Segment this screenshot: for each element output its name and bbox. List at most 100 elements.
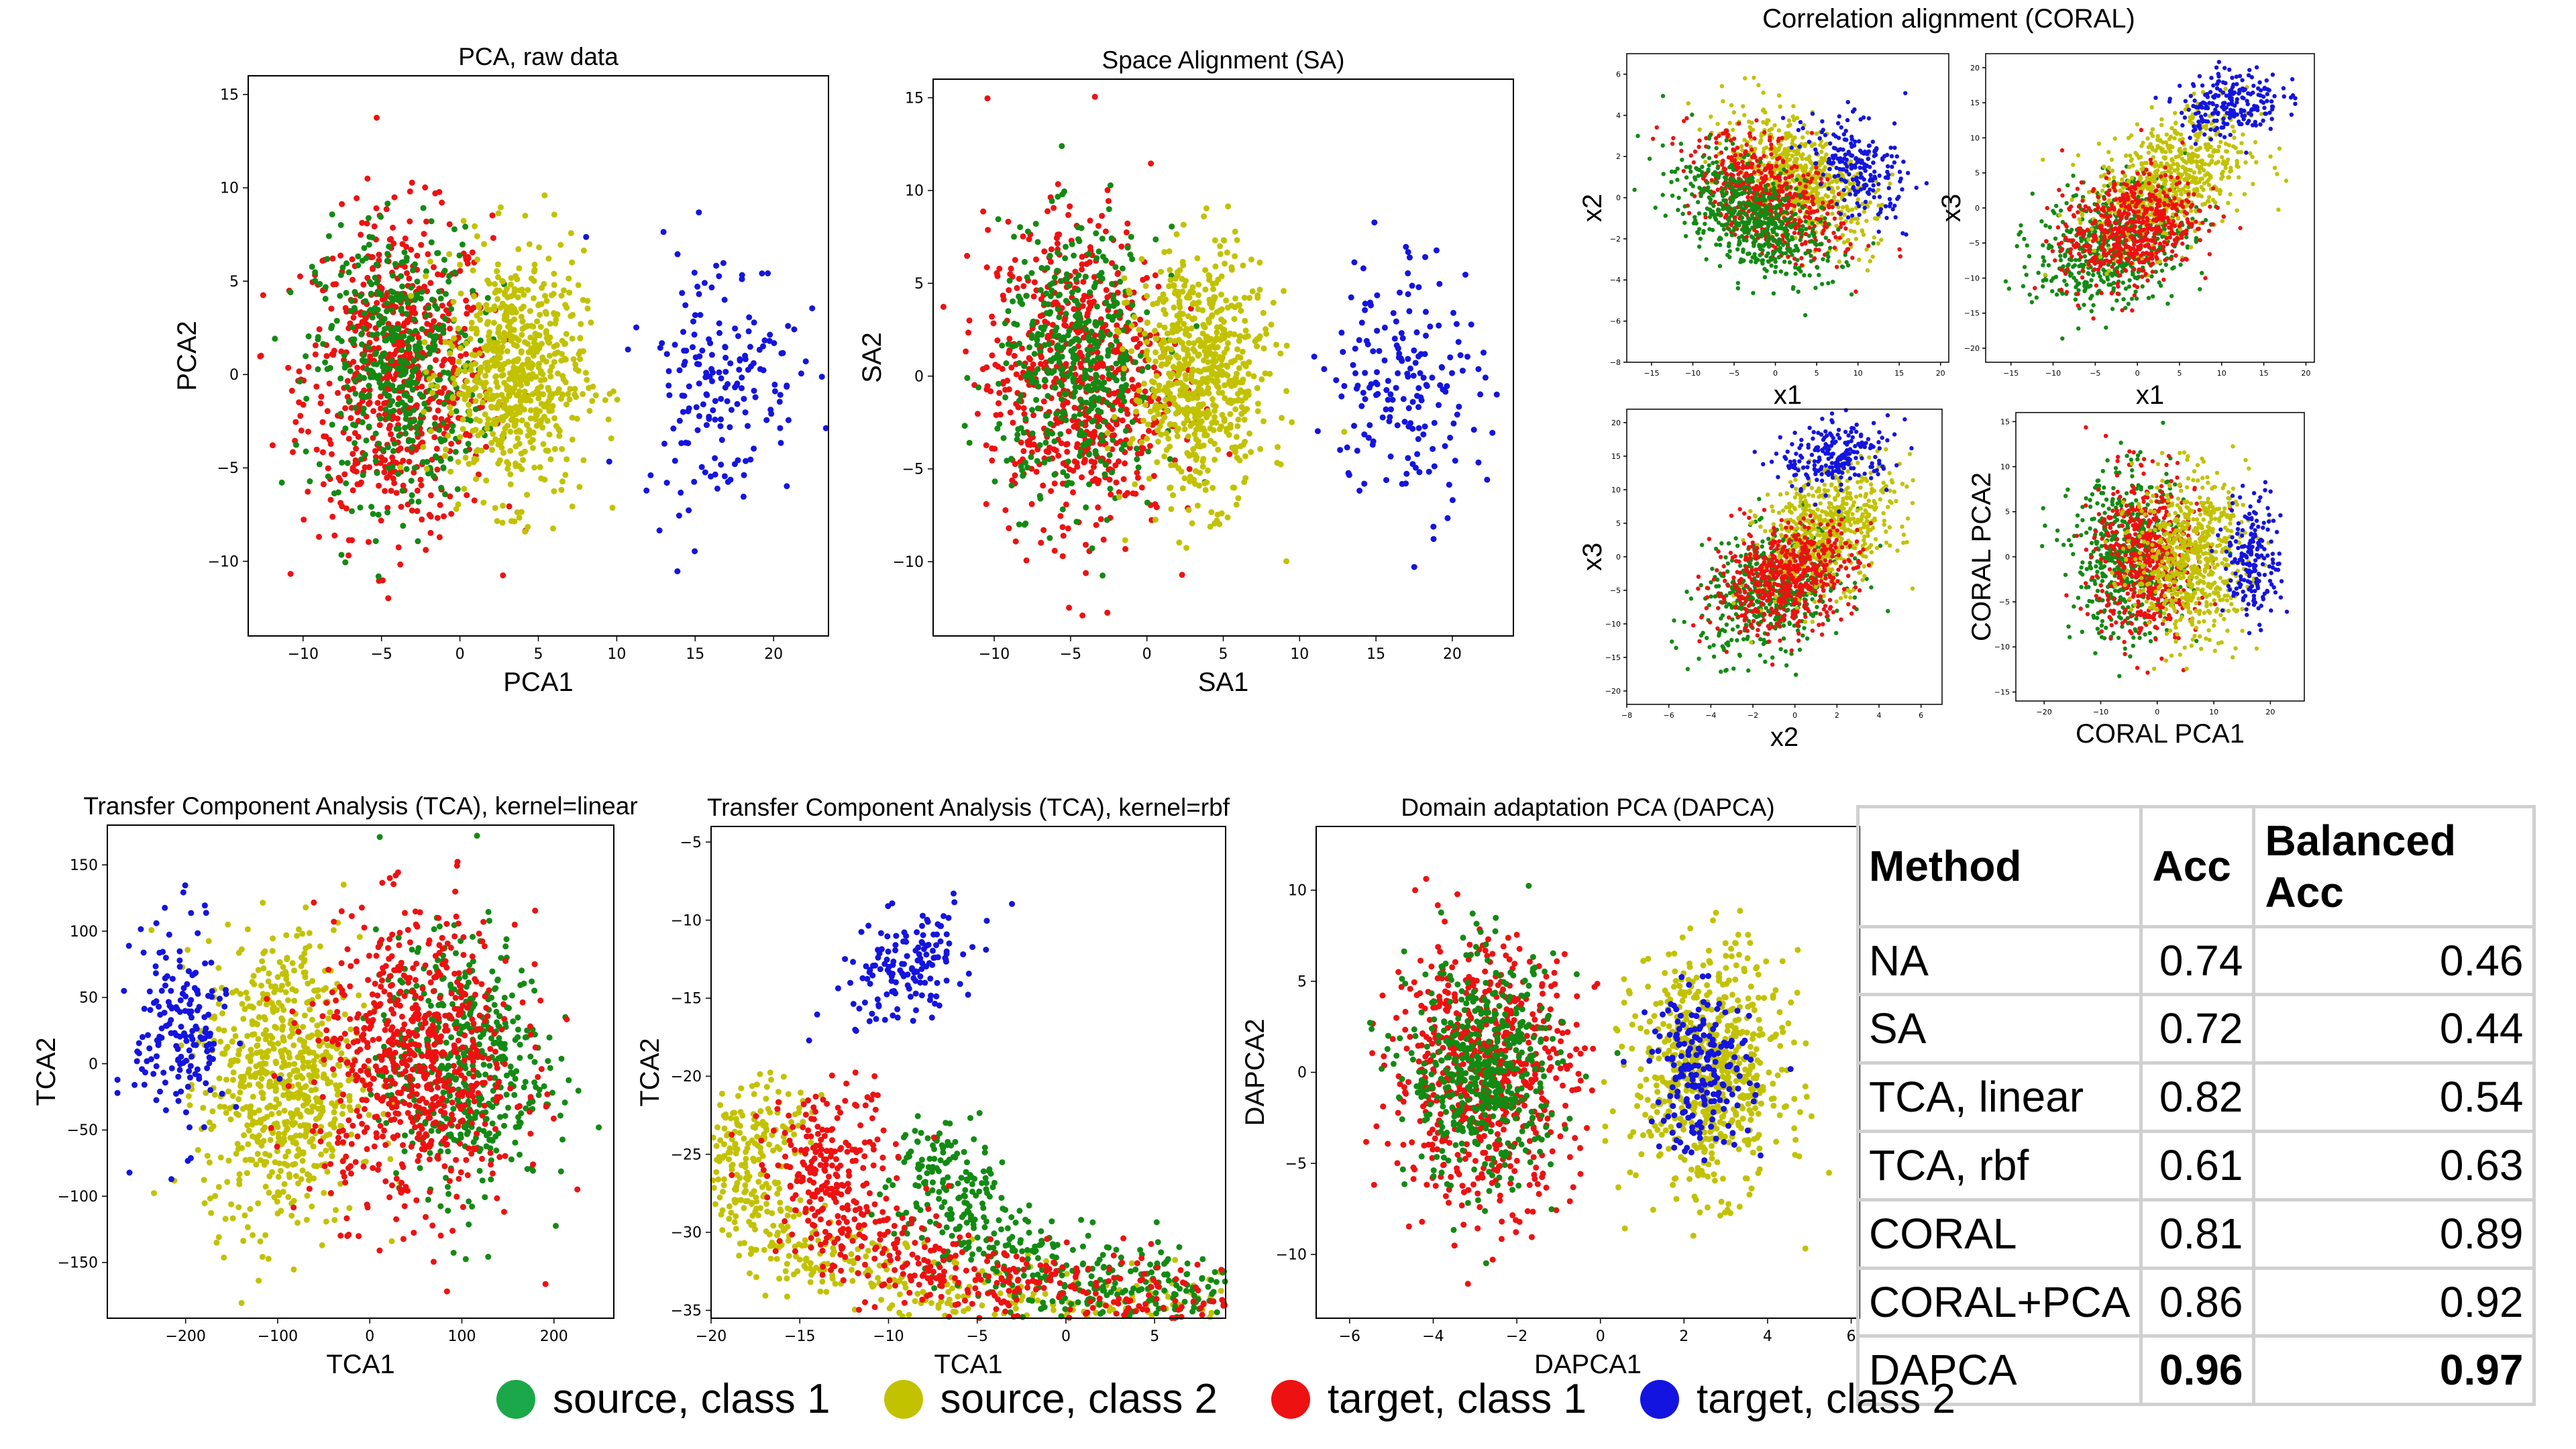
data-point: [517, 429, 523, 435]
data-point: [1788, 133, 1793, 138]
data-point: [468, 325, 475, 332]
data-point: [1403, 470, 1410, 477]
data-point: [507, 408, 514, 415]
data-point: [1189, 289, 1196, 296]
data-point: [1146, 443, 1153, 449]
data-point: [1077, 397, 1084, 404]
data-point: [352, 305, 358, 312]
y-axis-label: SA2: [857, 332, 887, 383]
data-point: [1228, 264, 1235, 270]
data-point: [1093, 372, 1100, 379]
data-point: [1237, 354, 1244, 361]
data-point: [1202, 486, 1209, 493]
data-point: [1091, 402, 1097, 409]
data-point: [378, 517, 384, 524]
data-point: [1197, 426, 1204, 433]
data-point: [337, 411, 344, 417]
data-point: [341, 471, 348, 478]
data-point: [1849, 207, 1855, 212]
data-point: [1256, 259, 1263, 266]
data-point: [1057, 513, 1064, 519]
data-point: [390, 272, 396, 279]
data-point: [415, 498, 422, 505]
data-point: [1131, 314, 1138, 321]
data-point: [1020, 472, 1026, 479]
data-point: [521, 291, 527, 298]
data-point: [420, 393, 427, 400]
data-point: [1048, 488, 1055, 494]
data-point: [458, 345, 464, 352]
data-point: [1234, 454, 1240, 461]
data-point: [1411, 564, 1417, 570]
data-point: [1168, 346, 1175, 353]
data-point: [1164, 408, 1170, 415]
data-point: [1105, 198, 1112, 205]
data-point: [1412, 360, 1419, 366]
data-point: [1107, 486, 1114, 492]
data-point: [1026, 344, 1032, 351]
data-point: [414, 487, 421, 494]
data-point: [1754, 118, 1759, 123]
data-point: [661, 440, 667, 447]
data-point: [508, 417, 515, 423]
data-point: [809, 305, 816, 312]
data-point: [303, 448, 309, 455]
data-point: [1208, 508, 1215, 515]
data-point: [390, 240, 397, 247]
data-point: [1044, 392, 1051, 399]
data-point: [418, 241, 425, 248]
data-point: [1124, 220, 1131, 227]
data-point: [1126, 287, 1132, 294]
x-tick-label: 0: [455, 646, 465, 663]
data-point: [1174, 372, 1181, 379]
data-point: [553, 316, 559, 323]
data-point: [384, 504, 391, 511]
data-point: [324, 408, 331, 415]
data-point: [1171, 282, 1177, 289]
data-point: [411, 357, 417, 364]
data-point: [1742, 138, 1747, 142]
data-point: [443, 307, 449, 313]
data-point: [337, 252, 344, 259]
data-point: [1066, 604, 1073, 611]
data-point: [536, 244, 543, 251]
data-point: [1449, 497, 1456, 503]
data-point: [710, 369, 716, 376]
data-point: [494, 296, 501, 303]
data-point: [991, 478, 998, 485]
data-point: [1006, 386, 1012, 392]
data-point: [1275, 443, 1281, 450]
data-point: [398, 504, 405, 510]
data-point: [1051, 299, 1058, 306]
data-point: [389, 382, 396, 389]
data-point: [514, 404, 521, 411]
data-point: [366, 382, 372, 389]
data-point: [564, 401, 570, 408]
data-point: [1800, 135, 1805, 140]
data-point: [1228, 303, 1235, 309]
data-point: [1088, 458, 1095, 465]
data-point: [414, 278, 421, 285]
data-point: [446, 251, 453, 258]
data-point: [345, 398, 352, 405]
data-point: [409, 507, 415, 514]
data-point: [549, 402, 556, 409]
data-point: [1260, 309, 1267, 316]
data-point: [395, 425, 402, 432]
data-point: [1444, 515, 1451, 521]
data-point: [1426, 468, 1432, 475]
data-point: [1031, 279, 1038, 286]
data-point: [767, 331, 773, 338]
data-point: [1087, 360, 1094, 366]
data-point: [1201, 213, 1208, 220]
data-point: [506, 503, 513, 510]
data-point: [1197, 420, 1203, 427]
data-point: [802, 358, 809, 365]
data-point: [507, 447, 514, 454]
data-point: [1110, 292, 1117, 299]
data-point: [1218, 291, 1224, 298]
data-point: [1072, 388, 1078, 395]
data-point: [1420, 431, 1427, 438]
data-point: [440, 329, 447, 336]
data-point: [740, 493, 747, 500]
